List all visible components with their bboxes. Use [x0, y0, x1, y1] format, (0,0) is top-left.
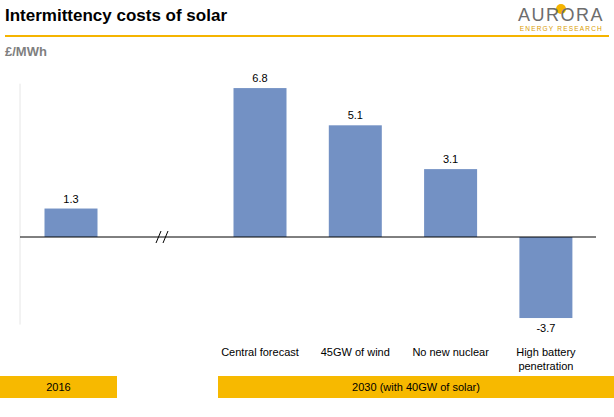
period-label: 2030 (with 40GW of solar) [352, 381, 480, 393]
logo-subtitle: ENERGY RESEARCH [520, 25, 603, 32]
baseline [20, 237, 596, 238]
axis-break [163, 231, 168, 243]
title-rule [5, 35, 609, 37]
category-label-line: penetration [518, 360, 573, 372]
data-label: 3.1 [443, 153, 458, 165]
chart-root: Intermittency costs of solar £/MWh AURORAE… [0, 0, 614, 417]
category-label-line: 45GW of wind [321, 346, 390, 358]
data-label: 6.8 [252, 72, 267, 84]
bars [45, 88, 573, 318]
category-label: No new nuclear [412, 346, 489, 358]
title: Intermittency costs of solar [5, 6, 227, 25]
data-label: 5.1 [348, 109, 363, 121]
category-label: High battery penetration [516, 346, 576, 372]
bar [45, 209, 98, 237]
bar [519, 237, 572, 318]
data-label: 1.3 [63, 193, 78, 205]
bar [234, 88, 287, 237]
data-label: -3.7 [536, 322, 555, 334]
y-label: £/MWh [5, 44, 47, 59]
category-label-line: Central forecast [221, 346, 299, 358]
category-label-line: High battery [516, 346, 576, 358]
axis-break [156, 231, 161, 243]
bar [329, 125, 382, 237]
category-label: Central forecast [221, 346, 299, 358]
period-label: 2016 [46, 381, 70, 393]
period-band [0, 376, 117, 398]
y-axis-line [20, 84, 21, 325]
category-label-line: No new nuclear [412, 346, 489, 358]
bar [424, 169, 477, 237]
logo-name: AURORA [518, 5, 604, 25]
category-label: 45GW of wind [321, 346, 390, 358]
period-band [218, 376, 614, 398]
logo: AURORAENERGY RESEARCH [518, 4, 604, 32]
